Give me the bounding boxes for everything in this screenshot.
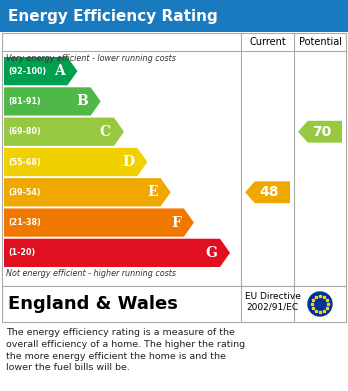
Text: Potential: Potential xyxy=(299,37,341,47)
Text: Energy Efficiency Rating: Energy Efficiency Rating xyxy=(8,9,218,23)
Text: Current: Current xyxy=(249,37,286,47)
Polygon shape xyxy=(4,239,230,267)
Polygon shape xyxy=(298,121,342,143)
Text: 48: 48 xyxy=(259,185,279,199)
Text: (81-91): (81-91) xyxy=(8,97,41,106)
Text: EU Directive
2002/91/EC: EU Directive 2002/91/EC xyxy=(245,292,300,312)
Bar xyxy=(0,0,348,32)
Text: A: A xyxy=(54,64,64,78)
Text: (92-100): (92-100) xyxy=(8,66,46,75)
Text: C: C xyxy=(100,125,111,139)
Circle shape xyxy=(308,292,332,316)
Polygon shape xyxy=(4,178,171,206)
Text: England & Wales: England & Wales xyxy=(8,295,178,313)
Text: G: G xyxy=(205,246,217,260)
Polygon shape xyxy=(245,181,290,203)
Bar xyxy=(2,286,346,322)
Text: (1-20): (1-20) xyxy=(8,248,35,257)
Text: (21-38): (21-38) xyxy=(8,218,41,227)
Text: (39-54): (39-54) xyxy=(8,188,41,197)
Text: E: E xyxy=(147,185,158,199)
Text: The energy efficiency rating is a measure of the
overall efficiency of a home. T: The energy efficiency rating is a measur… xyxy=(6,328,245,372)
Bar xyxy=(2,33,346,286)
Text: F: F xyxy=(171,215,181,230)
Text: (69-80): (69-80) xyxy=(8,127,41,136)
Polygon shape xyxy=(4,87,101,116)
Polygon shape xyxy=(4,57,77,85)
Text: B: B xyxy=(76,95,88,108)
Polygon shape xyxy=(4,208,194,237)
Text: Not energy efficient - higher running costs: Not energy efficient - higher running co… xyxy=(6,269,176,278)
Text: (55-68): (55-68) xyxy=(8,158,41,167)
Text: D: D xyxy=(122,155,134,169)
Text: 70: 70 xyxy=(312,125,331,139)
Polygon shape xyxy=(4,118,124,146)
Polygon shape xyxy=(4,148,147,176)
Text: Very energy efficient - lower running costs: Very energy efficient - lower running co… xyxy=(6,54,176,63)
